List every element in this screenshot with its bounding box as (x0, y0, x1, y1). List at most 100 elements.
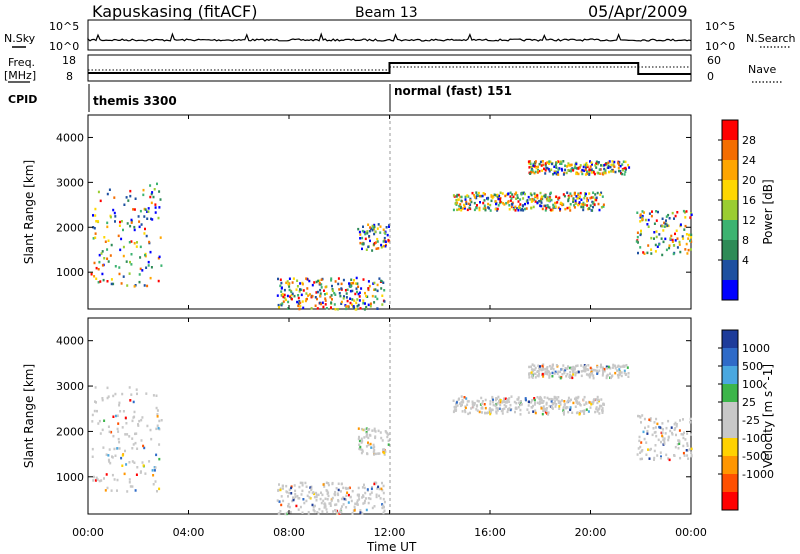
data-cell (492, 195, 495, 198)
data-cell (297, 508, 300, 511)
data-cell (358, 498, 361, 501)
data-cell (568, 366, 571, 370)
data-cell (286, 280, 289, 283)
data-cell (509, 408, 512, 412)
data-cell (352, 281, 354, 285)
data-cell (479, 201, 481, 204)
data-cell (454, 405, 457, 408)
data-cell (482, 207, 485, 210)
data-cell (384, 430, 387, 433)
data-cell (639, 451, 642, 454)
data-cell (686, 432, 689, 435)
data-cell (665, 215, 668, 218)
data-cell (298, 485, 301, 489)
data-cell (568, 196, 570, 199)
data-cell (641, 210, 644, 213)
data-cell (597, 371, 600, 374)
data-cell (356, 282, 359, 285)
data-cell (596, 365, 599, 369)
data-cell (575, 195, 578, 198)
data-cell (648, 448, 651, 452)
data-cell (589, 366, 592, 370)
data-cell (555, 172, 558, 176)
data-cell (684, 216, 687, 219)
data-cell (560, 167, 563, 171)
data-cell (572, 373, 575, 376)
data-cell (544, 162, 547, 165)
data-cell (526, 408, 529, 411)
data-cell (619, 365, 622, 369)
data-cell (106, 396, 109, 400)
data-cell (145, 266, 148, 269)
data-cell (113, 196, 116, 199)
data-cell (642, 430, 645, 434)
data-cell (324, 297, 327, 300)
data-cell (503, 400, 506, 403)
data-cell (128, 272, 131, 275)
data-cell (317, 279, 320, 283)
data-cell (367, 501, 370, 505)
data-cell (296, 285, 299, 288)
data-cell (285, 490, 288, 493)
data-cell (120, 282, 123, 285)
data-cell (130, 393, 133, 396)
data-cell (579, 195, 581, 198)
data-cell (661, 217, 664, 220)
data-cell (491, 397, 494, 400)
data-cell (602, 370, 605, 374)
data-cell (357, 303, 360, 307)
data-cell (587, 368, 590, 372)
data-cell (292, 496, 294, 499)
data-cell (119, 410, 122, 413)
data-cell (674, 232, 676, 236)
data-cell (330, 277, 333, 280)
data-cell (665, 248, 668, 252)
data-cell (314, 304, 317, 307)
data-cell (558, 375, 561, 378)
data-cell (460, 395, 463, 398)
data-cell (305, 277, 308, 280)
data-cell (538, 169, 541, 173)
data-cell (541, 401, 544, 404)
data-cell (623, 371, 626, 375)
data-cell (536, 401, 539, 405)
data-cell (299, 301, 302, 305)
data-cell (538, 397, 541, 401)
data-cell (337, 482, 340, 485)
data-cell (278, 306, 281, 309)
data-cell (547, 168, 550, 171)
data-cell (99, 280, 102, 283)
data-cell (480, 194, 483, 198)
data-cell (281, 302, 284, 305)
data-cell (280, 503, 283, 507)
data-cell (551, 375, 554, 378)
data-cell (596, 410, 599, 413)
data-cell (681, 235, 684, 238)
data-cell (320, 491, 322, 494)
data-cell (461, 403, 463, 407)
data-cell (510, 197, 513, 200)
data-cell (124, 416, 127, 420)
data-cell (133, 208, 136, 211)
data-cell (480, 396, 483, 400)
data-cell (362, 299, 365, 302)
colorbar-segment (722, 280, 738, 301)
data-cell (149, 276, 152, 280)
data-cell (129, 485, 132, 488)
data-cell (135, 245, 138, 248)
data-cell (644, 218, 647, 222)
data-cell (141, 416, 144, 419)
data-cell (388, 223, 391, 227)
data-cell (563, 402, 566, 406)
data-cell (579, 404, 582, 407)
data-cell (582, 365, 585, 369)
data-cell (475, 206, 478, 210)
data-cell (687, 457, 690, 460)
data-cell (549, 160, 552, 164)
data-cell (381, 506, 384, 510)
data-cell (574, 202, 577, 205)
data-cell (650, 248, 653, 251)
data-cell (508, 408, 511, 411)
data-cell (557, 168, 560, 171)
data-cell (105, 473, 108, 476)
